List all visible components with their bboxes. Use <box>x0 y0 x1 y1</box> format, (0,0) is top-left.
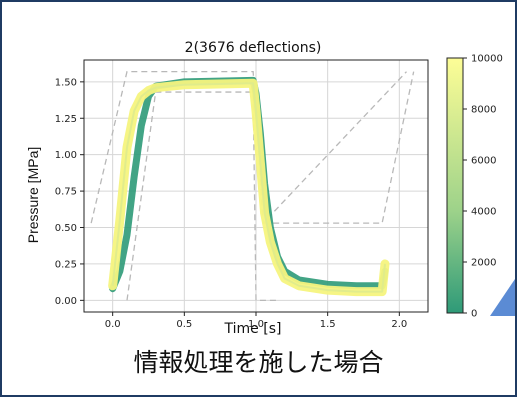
pointer-triangle <box>490 279 515 316</box>
colorbar-tick-label-3: 6000 <box>471 156 496 167</box>
y-tick-label-5: 1.25 <box>55 114 77 125</box>
colorbar-tick-label-2: 4000 <box>471 207 496 218</box>
trace-late-core <box>111 82 386 293</box>
colorbar-tick-label-5: 10000 <box>471 54 503 65</box>
colorbar <box>446 57 464 314</box>
caption: 情報処理を施した場合 <box>133 348 384 377</box>
y-tick-label-4: 1.00 <box>55 150 77 161</box>
colorbar-tick-label-0: 0 <box>471 309 477 320</box>
y-tick-label-3: 0.75 <box>55 187 77 198</box>
x-tick-label-1: 0.5 <box>176 319 192 330</box>
y-tick-label-1: 0.25 <box>55 259 77 270</box>
colorbar-tick-label-4: 8000 <box>471 105 496 116</box>
x-tick-label-2: 1.0 <box>248 319 264 330</box>
x-tick-label-4: 2.0 <box>391 319 407 330</box>
x-axis-label: Time [s] <box>224 321 282 337</box>
reference-dashed-line-1 <box>126 91 278 301</box>
x-tick-label-0: 0.0 <box>105 319 121 330</box>
reference-dashed-line-0 <box>90 71 407 225</box>
y-tick-label-6: 1.50 <box>55 77 77 88</box>
y-tick-label-2: 0.50 <box>55 223 77 234</box>
x-tick-label-3: 1.5 <box>320 319 336 330</box>
reference-dashed-line-2 <box>263 71 415 224</box>
trace-late-band <box>108 78 390 297</box>
y-axis-label: Pressure [MPa] <box>25 147 41 243</box>
y-tick-label-0: 0.00 <box>55 296 77 307</box>
colorbar-tick-label-1: 2000 <box>471 258 496 269</box>
chart-title: 2(3676 deflections) <box>185 40 322 56</box>
